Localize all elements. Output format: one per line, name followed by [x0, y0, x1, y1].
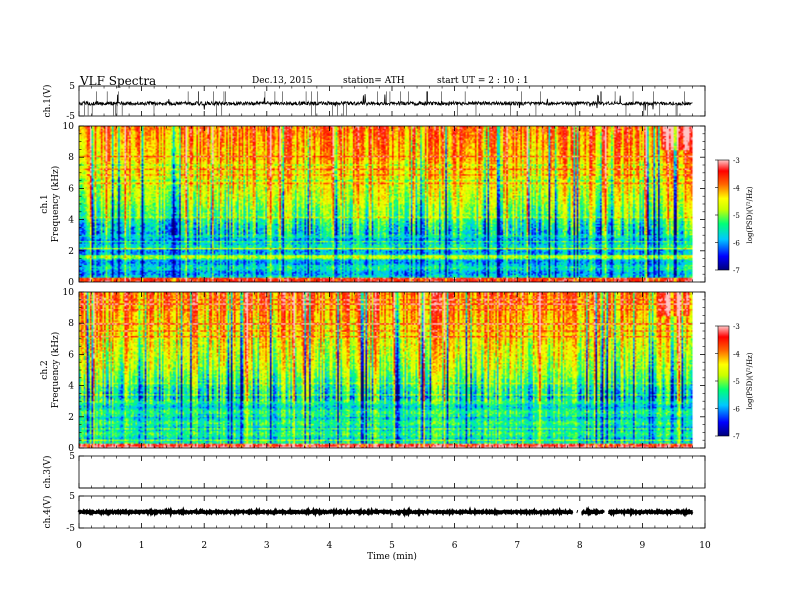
- x-tick-label: 5: [389, 541, 395, 551]
- waveform-gap: [573, 509, 577, 515]
- y-tick-label: 5: [69, 492, 75, 502]
- colorbar-tick-label: -7: [733, 267, 740, 275]
- y-axis-label: ch.1(V): [42, 85, 53, 118]
- x-tick-label: 8: [577, 541, 583, 551]
- colorbar-tick-label: -3: [733, 157, 740, 165]
- spectrogram-image: [79, 292, 705, 448]
- y-tick-label: 6: [68, 350, 74, 360]
- colorbar-tick-label: -4: [733, 185, 740, 193]
- y-tick-label: 8: [68, 153, 74, 163]
- y-tick-label: 8: [68, 319, 74, 329]
- date-label: Dec.13, 2015: [252, 76, 313, 86]
- waveform-gap: [578, 509, 582, 515]
- colorbar-tick-label: -4: [733, 351, 740, 359]
- colorbar-tick-label: -6: [733, 406, 740, 414]
- y-tick-label: 0: [68, 278, 74, 288]
- chart-title: VLF Spectra: [80, 74, 157, 88]
- x-tick-label: 1: [139, 541, 145, 551]
- y-tick-label: -5: [66, 524, 75, 534]
- colorbar-label: log(PSD)(V²/Hz): [746, 352, 754, 409]
- colorbar-tick-label: -3: [733, 323, 740, 331]
- y-axis-label: ch.4(V): [42, 496, 53, 529]
- y-tick-label: 5: [69, 82, 75, 92]
- station-label: station= ATH: [343, 76, 405, 86]
- start-time-label: start UT = 2 : 10 : 1: [437, 76, 529, 86]
- y-tick-label: 0: [68, 444, 74, 454]
- x-tick-label: 2: [201, 541, 207, 551]
- y-tick-label: -5: [66, 112, 75, 122]
- x-axis-label: Time (min): [367, 551, 417, 562]
- x-tick-label: 6: [452, 541, 458, 551]
- x-tick-label: 7: [514, 541, 520, 551]
- y-tick-label: 6: [68, 184, 74, 194]
- x-tick-label: 0: [76, 541, 82, 551]
- colorbar-tick-label: -6: [733, 240, 740, 248]
- colorbar-label: log(PSD)(V²/Hz): [746, 186, 754, 243]
- waveform-trace: [79, 94, 693, 111]
- colorbar: [717, 159, 730, 271]
- waveform-gap: [604, 509, 608, 515]
- y-tick-label: 4: [68, 382, 74, 392]
- y-tick-label: 2: [68, 247, 74, 257]
- y-axis-label: ch.2: [40, 360, 50, 379]
- y-axis-label: Frequency (kHz): [50, 166, 61, 243]
- y-tick-label: 2: [68, 413, 74, 423]
- spectrogram-image: [79, 126, 705, 282]
- y-axis-label: ch.3(V): [42, 456, 53, 489]
- colorbar-tick-label: -5: [733, 212, 740, 220]
- y-tick-label: 4: [68, 216, 74, 226]
- colorbar: [717, 325, 730, 437]
- y-tick-label: 10: [63, 122, 75, 132]
- waveform-trace: [77, 505, 694, 519]
- colorbar-tick-label: -5: [733, 378, 740, 386]
- x-tick-label: 10: [699, 541, 711, 551]
- y-tick-label: 10: [63, 288, 75, 298]
- x-tick-label: 3: [264, 541, 270, 551]
- x-tick-label: 4: [327, 541, 333, 551]
- y-tick-label: 5: [69, 452, 75, 462]
- y-axis-label: ch.1: [40, 194, 50, 213]
- colorbar-tick-label: -7: [733, 433, 740, 441]
- y-axis-label: Frequency (kHz): [50, 332, 61, 409]
- x-tick-label: 9: [640, 541, 646, 551]
